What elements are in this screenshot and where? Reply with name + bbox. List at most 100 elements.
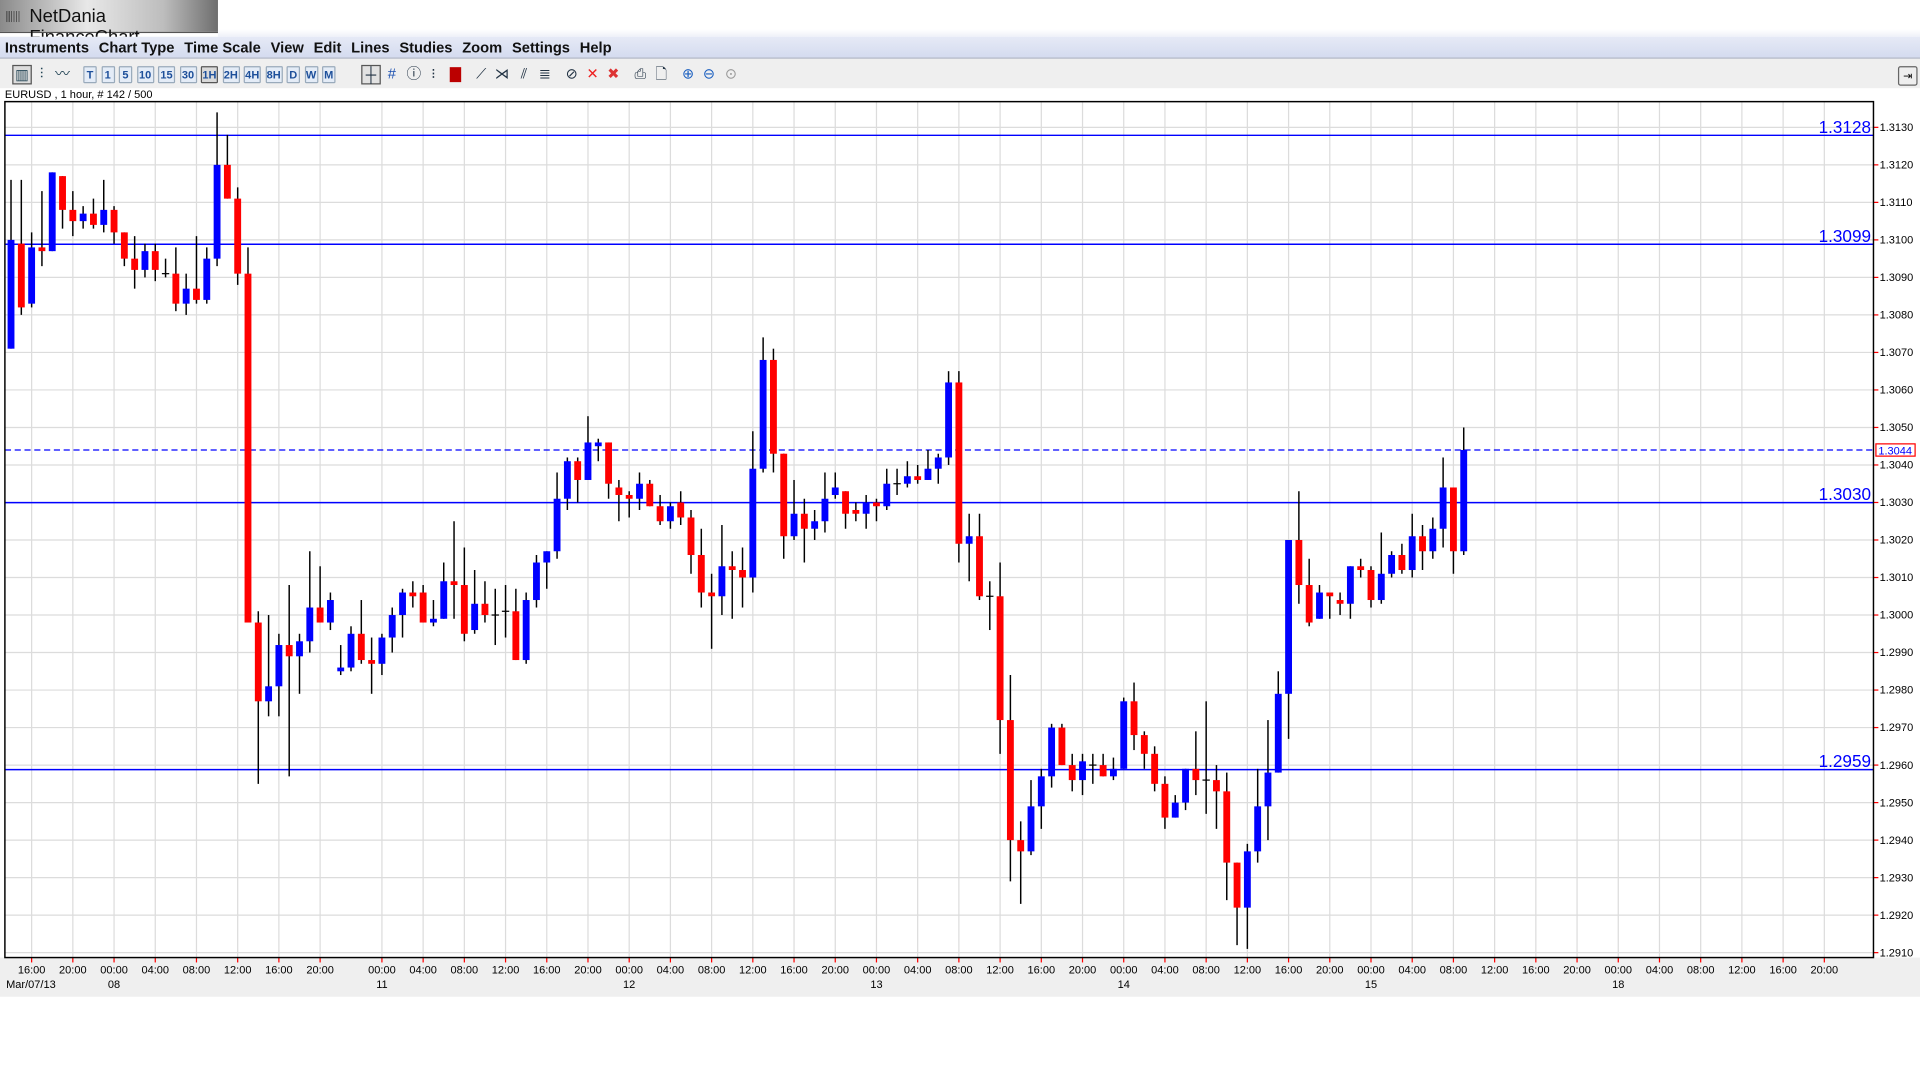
menu-studies[interactable]: Studies — [399, 39, 453, 57]
x-tick-label: 16:00 — [533, 964, 561, 976]
zoom-in-icon[interactable]: ⊕ — [682, 64, 695, 83]
x-tick-label: 04:00 — [141, 964, 169, 976]
pin-panel-button[interactable]: ⇥ — [1897, 66, 1918, 86]
delete-line-icon[interactable]: ⊘ — [565, 64, 578, 83]
time-scale-d[interactable]: D — [286, 66, 301, 84]
candle-down — [1233, 862, 1241, 908]
candle-down — [1213, 780, 1220, 792]
candle-up — [636, 483, 643, 499]
x-tick-label: 20:00 — [574, 964, 602, 976]
menu-chart-type[interactable]: Chart Type — [98, 39, 175, 57]
time-scale-10[interactable]: 10 — [136, 66, 154, 84]
menu-lines[interactable]: Lines — [351, 39, 390, 57]
candle-down — [1295, 540, 1303, 586]
x-tick-label: 00:00 — [100, 964, 128, 976]
candle-up — [296, 641, 303, 657]
y-tick-label: 1.3070 — [1880, 347, 1914, 359]
candle-down — [1192, 768, 1200, 781]
candle-up — [533, 562, 540, 601]
time-scale-1h[interactable]: 1H — [200, 66, 218, 84]
candle-down — [131, 258, 139, 270]
x-tick-label: 00:00 — [1110, 964, 1138, 976]
menu-zoom[interactable]: Zoom — [462, 39, 503, 57]
candle-up — [100, 209, 108, 225]
candle-down — [976, 536, 983, 597]
candle-down — [460, 585, 468, 634]
candle-down — [1140, 735, 1148, 754]
zoom-reset-icon[interactable]: ⊙ — [724, 64, 738, 83]
candle-down — [285, 645, 293, 657]
menu-settings[interactable]: Settings — [512, 39, 570, 57]
crosshair-icon[interactable]: ┼ — [361, 64, 381, 85]
time-scale-1[interactable]: 1 — [101, 66, 115, 84]
volume-icon[interactable]: ▇ — [449, 64, 462, 83]
candle-up — [79, 213, 87, 222]
candle-down — [955, 382, 963, 544]
menu-time-scale[interactable]: Time Scale — [184, 39, 261, 57]
trend-line-icon[interactable]: ⟋ — [476, 64, 487, 83]
menu-edit[interactable]: Edit — [313, 39, 342, 57]
candle-up — [1171, 802, 1179, 818]
candle-down — [1398, 555, 1406, 571]
x-tick-label: 04:00 — [657, 964, 685, 976]
info-icon[interactable]: ⓘ — [406, 64, 422, 83]
fibonacci-icon[interactable]: ≣ — [538, 64, 552, 83]
time-scale-30[interactable]: 30 — [179, 66, 197, 84]
time-scale-t[interactable]: T — [83, 66, 97, 84]
x-tick-label: 00:00 — [1357, 964, 1385, 976]
y-tick-label: 1.3010 — [1880, 572, 1914, 584]
time-scale-8h[interactable]: 8H — [265, 66, 283, 84]
menu-view[interactable]: View — [270, 39, 304, 57]
candle-up — [7, 239, 15, 349]
candle-down — [770, 359, 777, 454]
x-tick-label: 16:00 — [1769, 964, 1797, 976]
menu-instruments[interactable]: Instruments — [4, 39, 90, 57]
delete-icon[interactable]: ✕ — [586, 64, 599, 83]
candle-down — [151, 251, 159, 270]
candle-down — [223, 164, 231, 199]
candle-down — [38, 247, 46, 252]
y-tick-label: 1.3020 — [1880, 535, 1914, 547]
candle-down — [800, 513, 808, 529]
candle-down — [1223, 791, 1231, 863]
delete-all-icon[interactable]: ✖ — [607, 64, 620, 83]
parallel-lines-icon[interactable]: ⫽ — [520, 64, 528, 83]
candlestick-chart-button[interactable]: ▥ — [12, 64, 32, 85]
candle-down — [728, 566, 736, 571]
y-tick-label: 1.3060 — [1880, 385, 1914, 397]
x-tick-label: 00:00 — [368, 964, 396, 976]
candle-up — [1254, 806, 1262, 852]
candle-up — [749, 468, 757, 578]
candle-up — [1079, 761, 1086, 781]
print-icon[interactable]: ⎙ — [634, 64, 647, 83]
bar-chart-chart-button[interactable]: ⫶ — [39, 64, 44, 83]
horizontal-line-label: 1.3030 — [1819, 484, 1871, 504]
time-scale-5[interactable]: 5 — [118, 66, 133, 84]
line-chart-chart-button[interactable]: 〰 — [55, 64, 70, 83]
fan-line-icon[interactable]: ⋊ — [494, 64, 510, 83]
candle-down — [59, 176, 66, 210]
candle-up — [1429, 528, 1437, 552]
x-tick-label: 08:00 — [945, 964, 973, 976]
candle-up — [924, 468, 932, 480]
plot-border — [4, 100, 1875, 959]
price-scale-icon[interactable]: ⁝ — [431, 64, 436, 83]
time-scale-w[interactable]: W — [304, 66, 318, 84]
x-tick-label: 12:00 — [1481, 964, 1509, 976]
x-tick-label: 08:00 — [698, 964, 726, 976]
time-scale-4h[interactable]: 4H — [243, 66, 261, 84]
time-scale-m[interactable]: M — [322, 66, 336, 84]
grid-icon[interactable]: # — [387, 64, 396, 83]
y-tick-label: 1.2930 — [1880, 872, 1914, 884]
candle-down — [1336, 600, 1344, 604]
x-tick-label: 16:00 — [1522, 964, 1550, 976]
candle-down — [605, 442, 613, 484]
time-scale-2h[interactable]: 2H — [222, 66, 240, 84]
print-preview-icon[interactable]: 🗋 — [655, 64, 668, 83]
time-scale-15[interactable]: 15 — [157, 66, 176, 84]
candle-up — [1377, 573, 1385, 601]
zoom-out-icon[interactable]: ⊖ — [702, 64, 716, 83]
menu-help[interactable]: Help — [579, 39, 612, 57]
candle-up — [831, 487, 839, 495]
